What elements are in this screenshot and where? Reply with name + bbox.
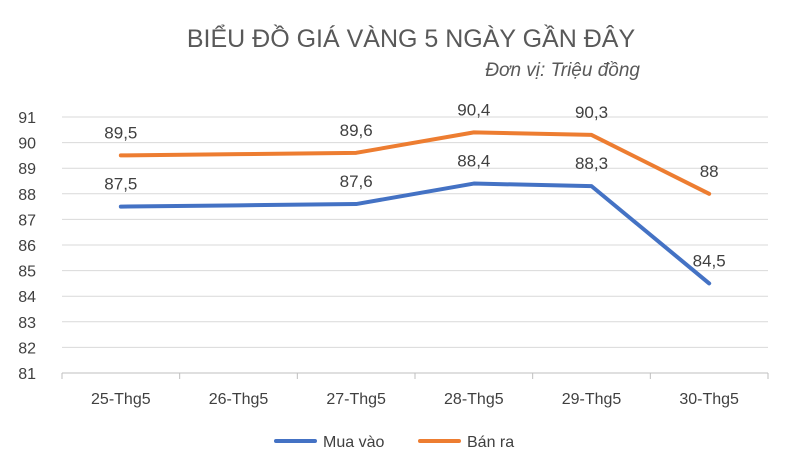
legend-label: Mua vào (323, 434, 384, 451)
x-tick-label: 27-Thg5 (326, 391, 386, 408)
data-label: 88 (700, 162, 719, 181)
data-label: 89,5 (104, 123, 137, 142)
x-tick-label: 29-Thg5 (562, 391, 622, 408)
chart-subtitle: Đơn vị: Triệu đồng (485, 60, 640, 81)
data-label: 88,4 (457, 152, 490, 171)
y-tick-label: 88 (18, 187, 36, 204)
x-tick-label: 25-Thg5 (91, 391, 151, 408)
legend: Mua vào Bán ra (274, 434, 514, 451)
y-tick-label: 89 (18, 161, 36, 178)
x-tick-label: 26-Thg5 (209, 391, 269, 408)
y-tick-label: 83 (18, 315, 36, 332)
x-tick-label: 30-Thg5 (679, 391, 739, 408)
data-label: 87,6 (340, 172, 373, 191)
y-tick-label: 81 (18, 366, 36, 383)
series-line-0 (118, 181, 712, 286)
x-tick-label: 28-Thg5 (444, 391, 504, 408)
data-label: 90,4 (457, 100, 490, 119)
data-label: 90,3 (575, 103, 608, 122)
y-tick-label: 90 (18, 136, 36, 153)
y-tick-label: 86 (18, 238, 36, 255)
gridlines (62, 116, 768, 374)
data-label: 89,6 (340, 121, 373, 140)
y-axis: 81 82 83 84 85 86 87 88 89 90 91 (18, 110, 36, 383)
series-line-1 (118, 130, 712, 196)
y-tick-label: 82 (18, 340, 36, 357)
data-label: 88,3 (575, 154, 608, 173)
y-tick-label: 84 (18, 289, 36, 306)
y-tick-label: 85 (18, 264, 36, 281)
series-lines (118, 130, 712, 286)
chart-title: BIỂU ĐỒ GIÁ VÀNG 5 NGÀY GẦN ĐÂY (187, 23, 636, 53)
legend-label: Bán ra (467, 434, 514, 451)
data-label: 84,5 (693, 251, 726, 270)
data-labels: 87,5 87,6 88,4 88,3 84,5 89,5 89,6 90,4 90,3 88 (104, 100, 725, 270)
y-tick-label: 87 (18, 212, 36, 229)
y-tick-label: 91 (18, 110, 36, 127)
data-label: 87,5 (104, 175, 137, 194)
x-axis: 25-Thg5 26-Thg5 27-Thg5 28-Thg5 29-Thg5 30-Th… (61, 373, 769, 408)
